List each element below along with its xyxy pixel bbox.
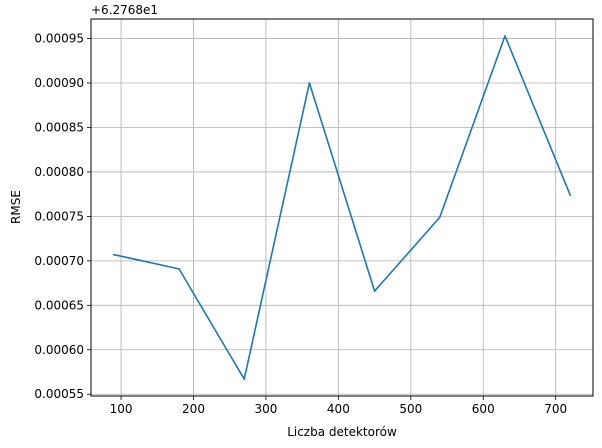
x-tick-label: 100	[110, 402, 133, 416]
y-tick-label: 0.00090	[34, 76, 84, 90]
x-axis-label: Liczba detektorów	[287, 425, 397, 439]
x-tick-label: 700	[544, 402, 567, 416]
data-point	[308, 82, 311, 84]
data-point	[569, 194, 571, 196]
data-point	[243, 378, 246, 380]
data-point	[504, 35, 506, 37]
y-tick-label: 0.00055	[34, 387, 84, 401]
x-tick-label: 200	[182, 402, 205, 416]
y-tick-label: 0.00095	[34, 32, 84, 46]
x-axis-ticks: 100 200 300 400 500 600 700	[110, 396, 567, 416]
y-tick-label: 0.00080	[34, 165, 84, 179]
y-tick-label: 0.00075	[34, 209, 84, 223]
plot-frame	[90, 18, 594, 397]
y-tick-label: 0.00070	[34, 254, 84, 268]
y-tick-label: 0.00060	[34, 343, 84, 357]
data-point	[438, 216, 441, 219]
series-line	[112, 35, 572, 380]
y-tick-label: 0.00065	[34, 298, 84, 312]
grid	[91, 19, 593, 396]
y-axis-ticks: 0.00055 0.00060 0.00065 0.00070 0.00075 0.000…	[34, 32, 91, 401]
data-point	[373, 290, 376, 292]
x-tick-label: 600	[472, 402, 495, 416]
y-tick-label: 0.00085	[34, 120, 84, 134]
x-tick-label: 500	[399, 402, 422, 416]
x-tick-label: 300	[254, 402, 277, 416]
y-axis-label: RMSE	[9, 190, 23, 224]
x-tick-label: 400	[327, 402, 350, 416]
series-layer	[112, 35, 572, 380]
axes	[90, 18, 594, 397]
data-point	[178, 268, 180, 270]
y-offset-label: +6.2768e1	[91, 3, 158, 17]
data-point	[113, 253, 115, 256]
